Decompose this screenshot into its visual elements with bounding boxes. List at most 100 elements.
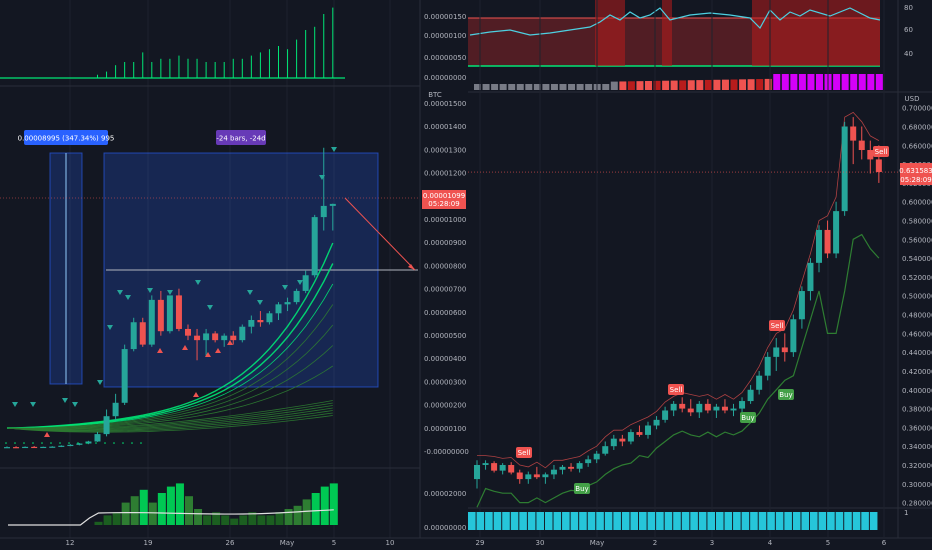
left-up-triangle — [182, 345, 188, 350]
left-currency-bg — [422, 89, 448, 99]
right-bottom-bar — [835, 512, 844, 530]
right-candle — [687, 408, 694, 413]
right-bottom-indicator — [468, 512, 878, 530]
right-bottom-bar — [510, 512, 519, 530]
right-candle — [679, 403, 686, 409]
trend-arrow-line[interactable] — [344, 197, 416, 271]
left-candle — [112, 402, 119, 417]
right-candle — [858, 140, 865, 151]
left-candle — [31, 446, 38, 449]
right-top-hist-bar — [790, 74, 798, 90]
left-time-axis[interactable]: 12 19 26 May 5 10 — [66, 539, 395, 547]
right-candle — [525, 474, 532, 480]
left-candle — [239, 326, 246, 341]
right-bottom-bar — [707, 512, 715, 530]
right-bottom-bar — [792, 512, 801, 530]
right-top-hist-bar — [739, 79, 747, 90]
right-candle — [807, 262, 814, 292]
right-candle — [559, 466, 566, 470]
left-down-triangle — [257, 300, 263, 305]
left-hist-bar — [221, 515, 230, 525]
right-candle — [645, 425, 651, 435]
right-bottom-bar — [468, 512, 476, 530]
right-top-hist-bar — [508, 84, 516, 90]
left-candle — [157, 299, 164, 332]
right-candle — [704, 403, 711, 411]
right-candle — [593, 453, 600, 460]
left-candle — [329, 203, 336, 206]
right-top-hist-bar — [576, 84, 584, 90]
right-bottom-bar — [673, 512, 681, 530]
signal-sell-badge — [668, 384, 684, 395]
right-time-axis[interactable]: 29 30 May 2 3 4 5 6 — [476, 539, 887, 547]
ema-ribbon-line — [6, 324, 334, 429]
trend-arrow-head — [408, 264, 415, 270]
right-candle — [790, 319, 797, 353]
right-candle — [568, 466, 575, 469]
right-candle — [585, 459, 592, 464]
right-bottom-bar — [476, 512, 485, 530]
right-price-tag-countdown: 05:28:09 — [900, 176, 931, 184]
left-candle — [230, 335, 237, 341]
left-price-tag-countdown: 05:28:09 — [428, 200, 459, 208]
right-bottom-bar — [767, 512, 775, 530]
right-top-hist-bar — [781, 74, 789, 90]
signal-sell-badge — [516, 447, 532, 458]
left-main-axis-label: 0.00000700 — [424, 286, 466, 294]
right-time-label: 6 — [882, 539, 887, 547]
left-grid — [69, 0, 391, 538]
left-candle — [185, 328, 191, 336]
ema-ribbon-line — [6, 304, 334, 429]
ema-ribbon-line — [6, 410, 333, 432]
left-hist-bar — [157, 493, 166, 525]
right-top-hist-bar — [679, 80, 687, 90]
left-main-axis-label: 0.00000300 — [424, 378, 466, 386]
right-candle — [610, 438, 617, 447]
ema-ribbon-line — [6, 405, 333, 431]
right-candle — [773, 347, 780, 357]
right-bottom-bar — [596, 512, 604, 530]
right-bottom-bar — [621, 512, 630, 530]
right-price-axis[interactable]: 8060400.7000000.6800000.6600000.6400000.… — [902, 4, 932, 517]
left-candles — [4, 147, 336, 449]
right-candle — [816, 229, 822, 263]
right-top-hist-bar — [756, 79, 764, 90]
right-top-hist-bar — [499, 84, 507, 90]
right-price-tag-value: 0.631583 — [899, 167, 932, 175]
left-hist-bar — [239, 515, 248, 525]
right-time-label: 3 — [710, 539, 714, 547]
left-candle — [293, 290, 300, 303]
left-dot — [140, 442, 142, 444]
right-bottom-bar — [664, 512, 673, 530]
left-top-axis-label: 0.00000000 — [424, 74, 466, 82]
left-main-axis-label: 0.00000800 — [424, 262, 466, 270]
left-candle — [284, 302, 291, 305]
right-candle — [730, 408, 737, 411]
right-candle — [841, 126, 848, 212]
left-price-axis[interactable]: 0.00000150 0.00000100 0.00000050 0.00000000… — [424, 13, 469, 532]
rsi-overbought-zone — [752, 0, 790, 66]
left-down-triangle — [62, 398, 68, 403]
right-candle — [662, 410, 669, 420]
right-top-hist-bar — [858, 74, 866, 90]
right-candle — [627, 432, 634, 442]
right-top-hist-bar — [533, 84, 541, 90]
left-hist-bar — [139, 489, 148, 525]
left-time-label: 12 — [66, 539, 75, 547]
right-bottom-bar — [698, 512, 707, 530]
left-down-triangle — [30, 402, 36, 407]
right-bottom-bar — [784, 512, 792, 530]
left-candle — [139, 322, 146, 345]
left-main-axis-label: 0.00000900 — [424, 239, 466, 247]
left-candle — [166, 295, 173, 332]
left-top-axis-label: 0.00000100 — [424, 32, 466, 40]
right-top-hist-bar — [610, 81, 618, 90]
right-candle — [499, 464, 506, 471]
signal-buy-label: Buy — [575, 485, 588, 493]
right-candle — [747, 389, 754, 402]
left-main-axis-label: 0.00001200 — [424, 170, 466, 178]
left-bottom-indicator — [8, 483, 338, 526]
right-top-hist-bar — [713, 79, 721, 90]
measure-label-2: -24 bars, -24d — [216, 135, 265, 143]
